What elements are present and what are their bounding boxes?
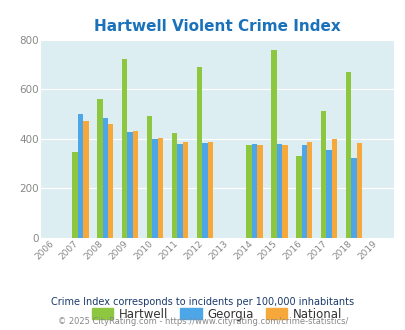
Bar (147, 115, 152, 238)
Bar (350, 158, 356, 238)
Bar (108, 124, 113, 238)
Text: Crime Index corresponds to incidents per 100,000 inhabitants: Crime Index corresponds to incidents per… (51, 297, 354, 307)
Bar (72, 152, 77, 238)
Bar (301, 145, 306, 238)
Bar (127, 132, 132, 238)
Text: © 2025 CityRating.com - https://www.cityrating.com/crime-statistics/: © 2025 CityRating.com - https://www.city… (58, 317, 347, 326)
Title: Hartwell Violent Crime Index: Hartwell Violent Crime Index (94, 19, 340, 34)
Bar (257, 145, 262, 238)
Bar (326, 150, 331, 238)
Bar (345, 72, 350, 238)
Bar (356, 143, 361, 238)
Bar (122, 59, 127, 238)
Bar (102, 117, 108, 238)
Bar (171, 133, 177, 238)
Bar (158, 138, 163, 238)
Bar (306, 142, 312, 238)
Legend: Hartwell, Georgia, National: Hartwell, Georgia, National (87, 303, 346, 325)
Bar (77, 114, 83, 238)
Bar (152, 139, 158, 238)
Bar (246, 145, 251, 238)
Bar (320, 111, 326, 238)
Bar (196, 67, 202, 238)
Bar (83, 121, 88, 238)
Bar (97, 100, 102, 238)
Bar (177, 144, 182, 238)
Bar (281, 145, 287, 238)
Bar (251, 144, 257, 238)
Bar (276, 144, 281, 238)
Bar (182, 142, 188, 238)
Bar (207, 142, 213, 238)
Bar (271, 50, 276, 238)
Bar (132, 131, 138, 238)
Bar (202, 143, 207, 238)
Bar (295, 156, 301, 238)
Bar (331, 139, 337, 238)
